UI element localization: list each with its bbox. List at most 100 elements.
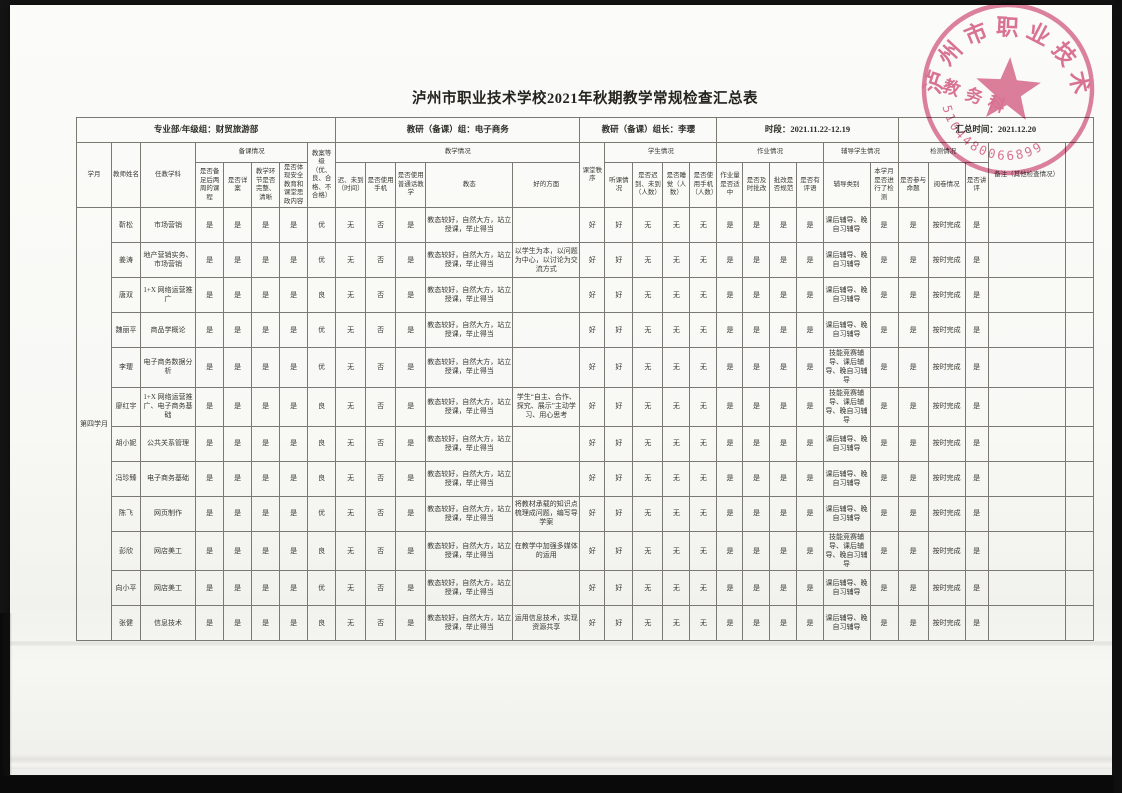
student-phone-cell: 无 — [689, 570, 718, 607]
student-late-cell: 无 — [632, 495, 664, 532]
info-header-cell: 时段：2021.11.22-12.19 — [716, 117, 899, 143]
prep-cell: 是 — [251, 530, 281, 572]
class-order-cell: 好 — [579, 460, 606, 497]
column-header-cell: 是否有评语 — [796, 161, 824, 209]
month-cell: 第四学月 — [75, 207, 113, 642]
late-cell: 无 — [335, 570, 367, 607]
prep-cell: 是 — [223, 277, 253, 314]
prep-cell: 是 — [251, 312, 281, 349]
student-phone-cell: 无 — [689, 530, 718, 572]
student-late-cell: 无 — [632, 386, 664, 427]
student-phone-cell: 无 — [689, 460, 718, 497]
prep-cell: 是 — [279, 570, 309, 607]
column-header-cell: 作业量是否适中 — [716, 161, 744, 209]
homework-cell: 是 — [742, 347, 771, 388]
column-header-cell: 是否详案 — [223, 161, 253, 209]
student-late-cell: 无 — [632, 277, 664, 314]
group-header-cell: 辅导学生情况 — [822, 142, 899, 163]
listening-cell: 好 — [604, 495, 634, 532]
homework-cell: 是 — [796, 347, 824, 388]
tutoring-cell: 课后辅导、晚自习辅导 — [822, 460, 871, 497]
class-order-cell: 好 — [579, 605, 606, 642]
highlight-cell — [512, 312, 581, 349]
spare-cell — [1064, 277, 1095, 314]
student-late-cell: 无 — [632, 460, 664, 497]
note-cell — [987, 207, 1066, 244]
table-body: 第四学月 靳松 市场营销是是是是优无否是教态较好，自然大方，站立授课，举止得当好好无… — [75, 207, 1095, 642]
proposition-cell: 是 — [897, 207, 929, 244]
class-order-cell: 好 — [579, 312, 606, 349]
marking-cell: 按时完成 — [927, 242, 966, 279]
proposition-cell: 是 — [897, 347, 929, 388]
prep-cell: 是 — [195, 495, 225, 532]
teacher-name-cell: 向小平 — [111, 570, 142, 607]
proposition-cell: 是 — [897, 242, 929, 279]
prep-cell: 是 — [279, 312, 309, 349]
info-header-cell: 汇总时间：2021.12.20 — [897, 117, 1095, 143]
column-header-cell: 是否使用手机 — [365, 161, 397, 209]
homework-cell: 是 — [742, 207, 771, 244]
highlight-cell — [512, 277, 581, 314]
late-cell: 无 — [335, 425, 367, 462]
column-header-cell: 阅卷情况 — [927, 161, 966, 209]
mandarin-cell: 是 — [395, 207, 427, 244]
table-row: 李璎 电子商务数据分析是是是是优无否是教态较好，自然大方，站立授课，举止得当好好无… — [77, 347, 1095, 388]
homework-cell: 是 — [769, 207, 798, 244]
group-header-cell: 学生情况 — [604, 142, 718, 163]
homework-cell: 是 — [742, 530, 771, 572]
prep-cell: 是 — [195, 347, 225, 388]
prep-cell: 是 — [279, 207, 309, 244]
demeanor-cell: 教态较好，自然大方，站立授课，举止得当 — [425, 277, 514, 314]
prep-cell: 是 — [251, 277, 281, 314]
teacher-name-cell: 姜涛 — [111, 242, 142, 279]
listening-cell: 好 — [604, 386, 634, 427]
table-row: 第四学月 靳松 市场营销是是是是优无否是教态较好，自然大方，站立授课，举止得当好好无… — [75, 207, 1095, 642]
review-cell: 是 — [964, 207, 989, 244]
subject-cell: 电子商务数据分析 — [140, 347, 197, 388]
note-cell — [987, 605, 1066, 642]
student-late-cell: 无 — [632, 605, 664, 642]
tutoring-cell: 课后辅导、晚自习辅导 — [822, 495, 871, 532]
homework-cell: 是 — [796, 386, 824, 427]
late-cell: 无 — [335, 242, 367, 279]
homework-cell: 是 — [716, 347, 744, 388]
listening-cell: 好 — [604, 530, 634, 572]
spare-cell — [1064, 347, 1095, 388]
group-header-cell: 学月 — [75, 141, 113, 209]
sleep-cell: 无 — [662, 570, 691, 607]
review-cell: 是 — [964, 425, 989, 462]
column-header-cell: 是否使用普通话教学 — [395, 161, 427, 209]
tutoring-cell: 课后辅导、晚自习辅导 — [822, 207, 871, 244]
prep-cell: 是 — [195, 530, 225, 572]
subject-cell: 市场营销 — [140, 207, 197, 244]
document-page: 泸州市职业技术学校2021年秋期教学常规检查汇总表 专业部/年级组：财贸旅游部教… — [10, 0, 1112, 775]
sleep-cell: 无 — [662, 460, 691, 497]
sleep-cell: 无 — [662, 425, 691, 462]
homework-cell: 是 — [769, 605, 798, 642]
marking-cell: 按时完成 — [927, 460, 966, 497]
subject-cell: 网店美工 — [140, 530, 197, 572]
plan-grade-cell: 良 — [307, 605, 337, 642]
prep-cell: 是 — [279, 605, 309, 642]
sleep-cell: 无 — [662, 242, 691, 279]
phone-cell: 否 — [365, 207, 397, 244]
plan-grade-cell: 优 — [307, 495, 337, 532]
phone-cell: 否 — [365, 312, 397, 349]
table-row: 张健 信息技术是是是是良无否是教态较好，自然大方，站立授课，举止得当 运用信息技术，… — [77, 605, 1095, 642]
prep-cell: 是 — [195, 460, 225, 497]
table-row: 彭欣 网店美工是是是是良无否是教态较好，自然大方，站立授课，举止得当 在教学中加强多… — [77, 530, 1095, 572]
student-phone-cell: 无 — [689, 312, 718, 349]
review-cell: 是 — [964, 570, 989, 607]
spare-cell — [1064, 460, 1095, 497]
homework-cell: 是 — [796, 207, 824, 244]
highlight-cell — [512, 347, 581, 388]
homework-cell: 是 — [796, 312, 824, 349]
homework-cell: 是 — [716, 312, 744, 349]
teacher-name-cell: 李璎 — [111, 347, 142, 388]
phone-cell: 否 — [365, 460, 397, 497]
table-row: 向小平 网店美工是是是是优无否是教态较好，自然大方，站立授课，举止得当好好无无无是… — [77, 570, 1095, 607]
table-row: 陈飞 网页制作是是是是优无否是教态较好，自然大方，站立授课，举止得当 将教材承载的知… — [77, 495, 1095, 532]
mandarin-cell: 是 — [395, 277, 427, 314]
prep-cell: 是 — [251, 207, 281, 244]
class-order-cell: 好 — [579, 347, 606, 388]
